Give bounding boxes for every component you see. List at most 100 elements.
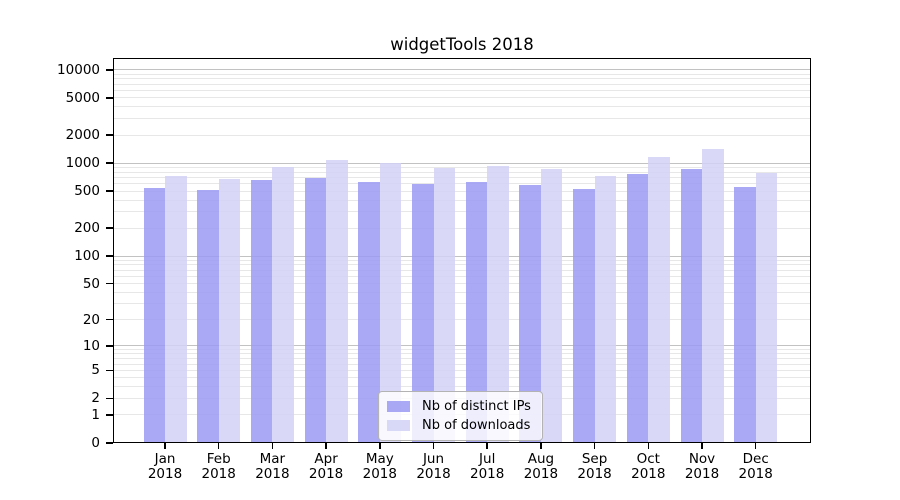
gridline-major — [113, 255, 811, 257]
gridline-minor — [113, 319, 811, 321]
y-tick-mark — [106, 442, 113, 444]
bar-ips-aug — [519, 185, 541, 443]
y-tick-label: 0 — [91, 435, 100, 451]
y-tick-mark — [106, 97, 113, 99]
bar-downloads-jun — [433, 167, 455, 443]
y-tick-label: 2000 — [65, 127, 100, 144]
bar-downloads-dec — [755, 172, 778, 443]
y-tick-label: 10 — [82, 337, 100, 354]
gridline-minor — [113, 118, 811, 120]
gridline-minor — [113, 190, 811, 192]
bar-ips-feb — [197, 189, 219, 443]
x-tick-mark — [325, 443, 327, 449]
bar-ips-may — [358, 181, 380, 443]
y-tick-label: 100 — [74, 248, 100, 265]
x-category-label: Jan 2018 — [147, 451, 183, 482]
x-category-label: Nov 2018 — [684, 451, 720, 482]
legend-swatch-downloads — [387, 420, 410, 431]
y-tick-mark — [106, 162, 113, 164]
bar-ips-jun — [412, 184, 434, 443]
y-tick-mark — [106, 397, 113, 400]
y-tick-mark — [106, 318, 113, 321]
y-tick-label: 2 — [91, 390, 100, 407]
y-tick-mark — [106, 282, 113, 285]
y-tick-label: 1 — [91, 406, 100, 423]
legend-entry-distinct-ips: Nb of distinct IPs — [387, 397, 533, 416]
bar-ips-dec — [734, 186, 756, 443]
gridline-minor — [113, 369, 811, 371]
y-tick-label: 50 — [82, 275, 100, 292]
x-category-label: Aug 2018 — [523, 451, 559, 482]
chart-title: widgetTools 2018 — [390, 35, 534, 54]
gridline-minor — [113, 292, 811, 294]
y-tick-label: 10000 — [57, 61, 100, 78]
gridline-minor — [113, 358, 811, 360]
bar-ips-nov — [680, 169, 702, 443]
x-category-label: Jul 2018 — [470, 451, 505, 482]
y-tick-mark — [106, 69, 113, 71]
y-tick-mark — [106, 369, 113, 372]
legend-swatch-distinct-ips — [387, 401, 410, 412]
bar-downloads-may — [379, 162, 402, 443]
bar-downloads-jul — [487, 166, 509, 443]
x-tick-mark — [486, 443, 488, 449]
bar-ips-sep — [573, 188, 595, 443]
gridline-minor — [113, 83, 811, 85]
x-tick-mark — [217, 443, 220, 449]
legend-entry-downloads: Nb of downloads — [387, 416, 533, 435]
x-tick-mark — [379, 443, 381, 449]
gridline-minor — [113, 303, 811, 305]
gridline-minor — [113, 269, 811, 271]
gridline-minor — [113, 134, 811, 136]
x-category-label: Sep 2018 — [577, 451, 612, 482]
bar-ips-jul — [465, 181, 488, 443]
bar-downloads-oct — [648, 157, 670, 443]
gridline-minor — [113, 177, 811, 179]
gridline-minor — [113, 377, 811, 379]
y-tick-mark — [106, 134, 113, 136]
bar-downloads-aug — [540, 168, 563, 443]
gridline-minor — [113, 283, 811, 285]
gridline-major — [113, 162, 811, 164]
y-tick-label: 5000 — [65, 89, 100, 106]
gridline-minor — [113, 363, 811, 365]
x-category-label: May 2018 — [362, 451, 397, 482]
x-category-label: Dec 2018 — [738, 451, 773, 482]
legend-label-distinct-ips: Nb of distinct IPs — [422, 399, 531, 414]
plot-area — [113, 58, 811, 443]
bar-downloads-jan — [165, 175, 187, 443]
y-tick-label: 500 — [74, 183, 100, 200]
y-tick-label: 5 — [91, 362, 100, 379]
gridline-minor — [113, 275, 811, 277]
gridline-minor — [113, 199, 811, 201]
y-tick-mark — [106, 255, 113, 257]
gridline-minor — [113, 259, 811, 261]
y-tick-label: 200 — [74, 220, 100, 237]
x-category-label: Jun 2018 — [416, 451, 451, 482]
gridline-major — [113, 345, 811, 347]
bar-ips-mar — [250, 180, 273, 443]
x-category-label: Oct 2018 — [631, 451, 666, 482]
gridline-minor — [113, 90, 811, 92]
gridline-minor — [113, 73, 811, 75]
bar-downloads-sep — [594, 175, 617, 443]
gridline-minor — [113, 183, 811, 185]
bar-downloads-nov — [702, 148, 724, 443]
x-category-label: Apr 2018 — [308, 451, 344, 482]
x-tick-mark — [593, 443, 596, 449]
y-tick-mark — [106, 190, 113, 192]
gridline-minor — [113, 349, 811, 351]
gridline-minor — [113, 106, 811, 108]
gridline-major — [113, 69, 811, 71]
x-category-label: Feb 2018 — [201, 451, 236, 482]
legend-label-downloads: Nb of downloads — [422, 418, 531, 433]
y-tick-mark — [106, 345, 113, 347]
bar-downloads-apr — [326, 159, 348, 443]
bar-ips-oct — [626, 173, 649, 443]
legend: Nb of distinct IPs Nb of downloads — [378, 391, 543, 441]
x-tick-mark — [271, 443, 274, 449]
gridline-minor — [113, 171, 811, 173]
x-tick-mark — [432, 443, 435, 449]
x-tick-mark — [164, 443, 166, 449]
